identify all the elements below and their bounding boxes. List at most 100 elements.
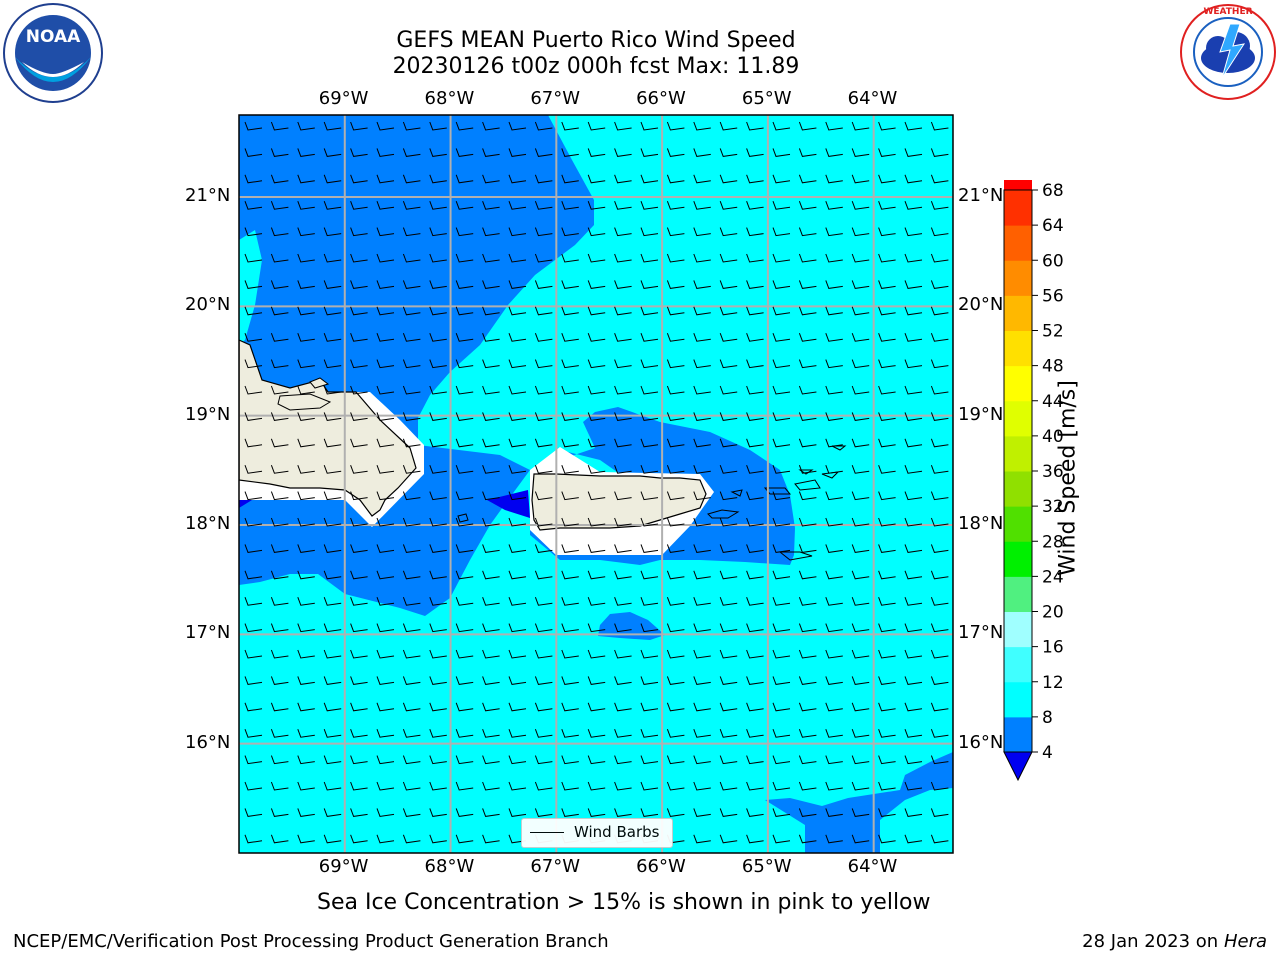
wind-barb bbox=[772, 333, 791, 342]
wind-barb bbox=[587, 517, 606, 527]
wind-barb bbox=[851, 280, 870, 289]
wind-barb bbox=[561, 201, 579, 210]
wind-barb bbox=[508, 359, 527, 369]
wind-barb bbox=[904, 121, 923, 131]
wind-barb bbox=[693, 412, 711, 421]
wind-barb bbox=[455, 781, 474, 791]
wind-barb bbox=[402, 306, 421, 316]
wind-barb bbox=[851, 597, 870, 606]
wind-barb bbox=[904, 201, 923, 210]
wind-barb bbox=[482, 649, 500, 659]
lon-label: 69°W bbox=[318, 856, 369, 877]
colorbar-tick-label: 40 bbox=[1042, 427, 1064, 447]
wind-barb bbox=[429, 148, 447, 157]
wind-barb bbox=[297, 465, 315, 474]
wind-barb bbox=[746, 729, 764, 738]
wind-barb bbox=[587, 570, 606, 580]
wind-barb bbox=[746, 201, 764, 210]
wind-barb bbox=[640, 781, 659, 791]
wind-barb bbox=[534, 623, 553, 633]
colorbar-segment bbox=[1004, 471, 1032, 507]
wind-barb bbox=[376, 306, 395, 316]
wind-barb bbox=[904, 517, 923, 527]
wind-barb bbox=[402, 412, 421, 421]
wind-barb bbox=[693, 385, 711, 395]
wind-barb bbox=[482, 253, 500, 263]
wind-barb bbox=[851, 517, 870, 527]
wind-barb bbox=[429, 544, 447, 553]
wind-barb bbox=[746, 781, 764, 791]
wind-barb bbox=[851, 333, 870, 342]
wind-barb bbox=[719, 253, 738, 263]
wind-barb bbox=[614, 438, 632, 448]
wind-barb bbox=[534, 121, 553, 131]
wind-barb bbox=[772, 201, 791, 210]
wind-barb bbox=[746, 227, 764, 237]
wind-barb bbox=[772, 544, 791, 553]
wind-barb bbox=[851, 755, 870, 765]
colorbar-tick-label: 8 bbox=[1042, 708, 1053, 728]
wind-barb bbox=[772, 570, 791, 580]
wind-barb bbox=[904, 676, 923, 685]
wind-barb bbox=[402, 781, 421, 791]
wind-barb bbox=[719, 333, 738, 342]
wind-barb bbox=[825, 649, 843, 659]
wind-barb bbox=[746, 623, 764, 633]
wind-barb bbox=[798, 570, 817, 580]
wind-barb bbox=[825, 148, 843, 157]
wind-barb bbox=[350, 491, 368, 501]
wind-barb bbox=[746, 517, 764, 527]
wind-barb bbox=[270, 597, 289, 606]
wind-barb bbox=[930, 676, 949, 685]
wind-barb bbox=[746, 385, 764, 395]
wind-barb bbox=[587, 385, 606, 395]
colorbar-tick-label: 44 bbox=[1042, 392, 1064, 412]
wind-barb bbox=[482, 359, 500, 369]
wind-barb bbox=[930, 412, 949, 421]
wind-barb bbox=[798, 359, 817, 369]
wind-barb bbox=[587, 676, 606, 685]
wind-barb bbox=[719, 517, 738, 527]
wind-barb bbox=[534, 544, 553, 553]
wind-barb bbox=[350, 649, 368, 659]
wind-barb bbox=[587, 359, 606, 369]
wind-barb bbox=[561, 121, 579, 131]
wind-barb bbox=[614, 333, 632, 342]
wind-barb bbox=[904, 306, 923, 316]
colorbar-segment bbox=[1004, 576, 1032, 612]
wind-barb bbox=[614, 781, 632, 791]
wind-barb bbox=[719, 174, 738, 184]
wind-barb bbox=[376, 808, 395, 817]
wind-barb bbox=[904, 174, 923, 184]
wind-barb bbox=[746, 702, 764, 712]
lat-label: 16°N bbox=[958, 731, 1004, 753]
wind-barb bbox=[640, 544, 659, 553]
wind-barb bbox=[534, 438, 553, 448]
lon-label: 66°W bbox=[636, 856, 686, 877]
wind-barb bbox=[746, 121, 764, 131]
wind-barb bbox=[270, 148, 289, 157]
wind-barb bbox=[798, 333, 817, 342]
wind-barb bbox=[798, 544, 817, 553]
lon-label: 64°W bbox=[847, 856, 898, 877]
wind-barb bbox=[798, 438, 817, 448]
wind-barb bbox=[746, 755, 764, 765]
wind-barb bbox=[482, 201, 500, 210]
wind-barb bbox=[561, 808, 579, 817]
wind-barb bbox=[666, 306, 685, 316]
wind-barb bbox=[693, 544, 711, 553]
wind-barb bbox=[904, 781, 923, 791]
lon-label: 66°W bbox=[636, 88, 686, 109]
wind-barb bbox=[772, 412, 791, 421]
wind-barb bbox=[640, 517, 659, 527]
wind-barb bbox=[587, 201, 606, 210]
wind-barb bbox=[719, 781, 738, 791]
wind-barb bbox=[878, 280, 896, 289]
wind-barb bbox=[878, 201, 896, 210]
wind-barb bbox=[482, 280, 500, 289]
wind-barb bbox=[323, 227, 342, 237]
map-field bbox=[239, 115, 953, 853]
wind-barb bbox=[270, 280, 289, 289]
wind-barb bbox=[323, 174, 342, 184]
wind-barb bbox=[693, 438, 711, 448]
